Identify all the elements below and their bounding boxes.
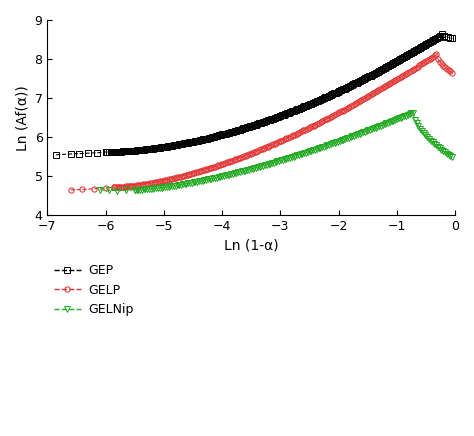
X-axis label: Ln (1-α): Ln (1-α)	[224, 238, 279, 253]
Legend: GEP, GELP, GELNip: GEP, GELP, GELNip	[54, 265, 134, 316]
Y-axis label: Ln (Af(α)): Ln (Af(α))	[15, 85, 29, 150]
